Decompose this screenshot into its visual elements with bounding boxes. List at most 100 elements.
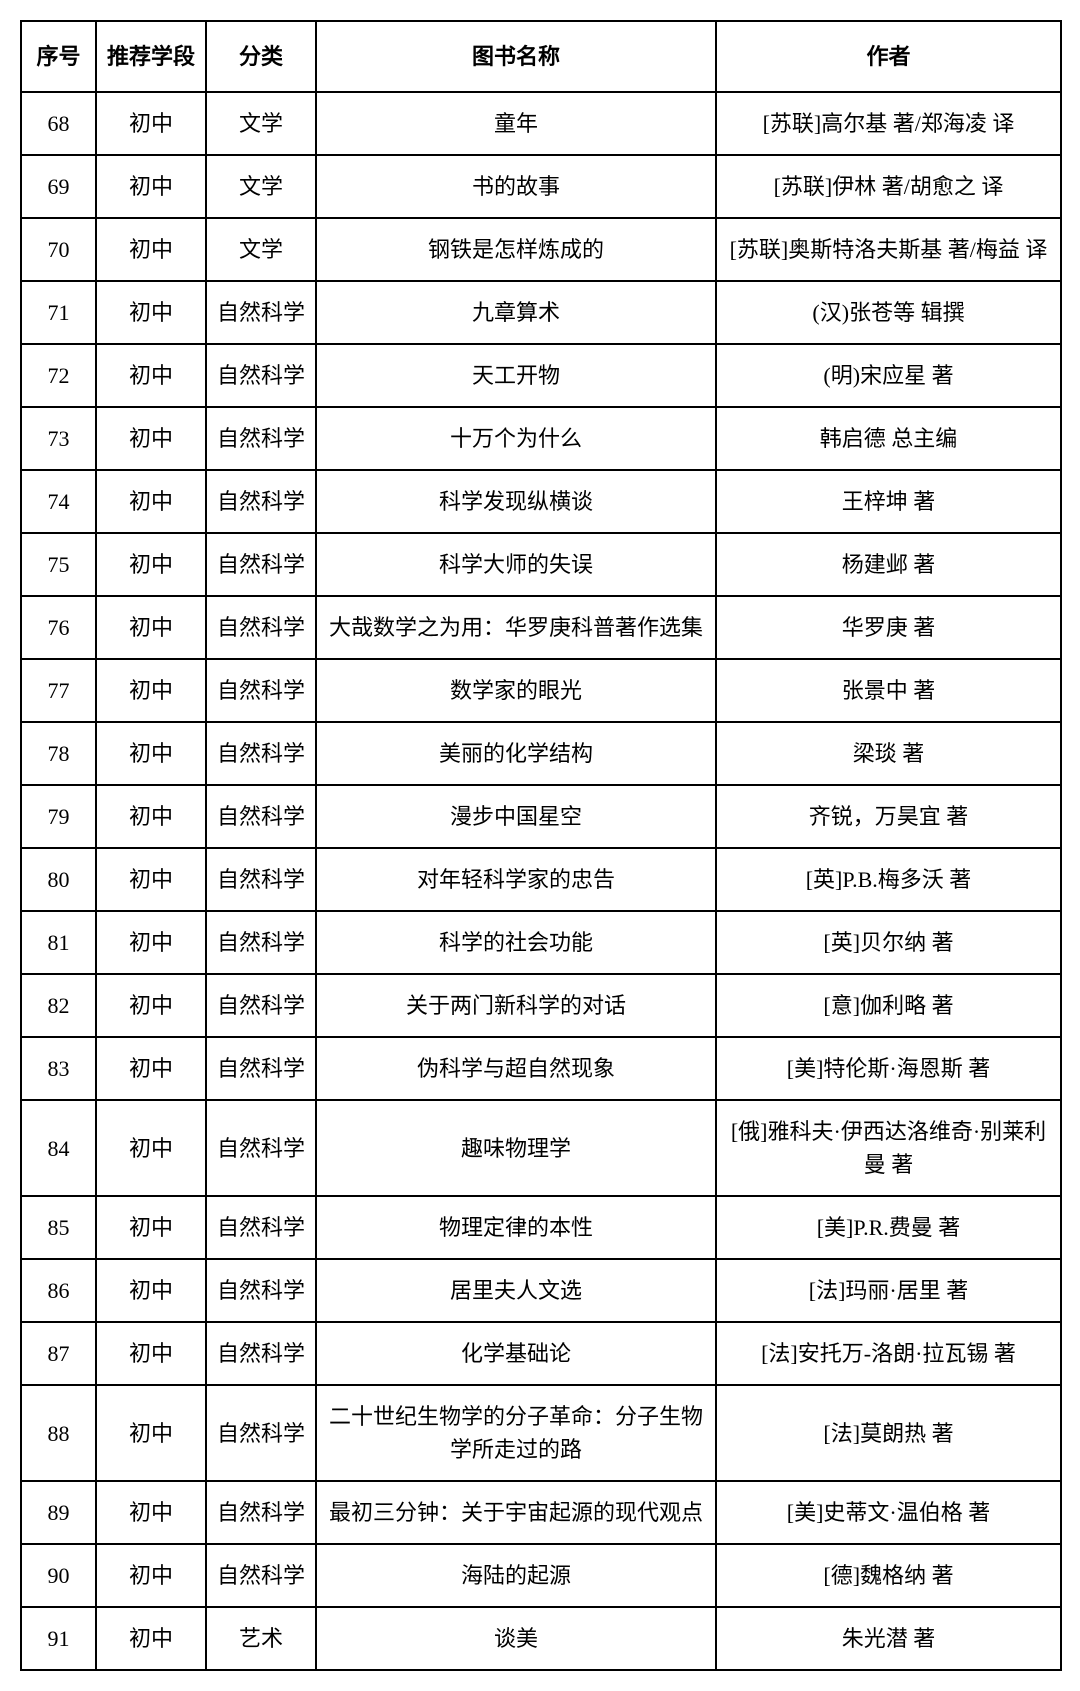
cell-title: 大哉数学之为用：华罗庚科普著作选集	[316, 596, 716, 659]
cell-stage: 初中	[96, 1259, 206, 1322]
cell-title: 科学的社会功能	[316, 911, 716, 974]
cell-category: 自然科学	[206, 785, 316, 848]
cell-seq: 80	[21, 848, 96, 911]
cell-seq: 73	[21, 407, 96, 470]
cell-seq: 75	[21, 533, 96, 596]
table-row: 71初中自然科学九章算术(汉)张苍等 辑撰	[21, 281, 1061, 344]
cell-title: 童年	[316, 92, 716, 155]
cell-author: [美]史蒂文·温伯格 著	[716, 1481, 1061, 1544]
cell-title: 数学家的眼光	[316, 659, 716, 722]
cell-author: [俄]雅科夫·伊西达洛维奇·别莱利曼 著	[716, 1100, 1061, 1196]
cell-category: 自然科学	[206, 1100, 316, 1196]
table-row: 77初中自然科学数学家的眼光张景中 著	[21, 659, 1061, 722]
cell-stage: 初中	[96, 1385, 206, 1481]
table-row: 82初中自然科学关于两门新科学的对话[意]伽利略 著	[21, 974, 1061, 1037]
table-row: 84初中自然科学趣味物理学[俄]雅科夫·伊西达洛维奇·别莱利曼 著	[21, 1100, 1061, 1196]
table-row: 76初中自然科学大哉数学之为用：华罗庚科普著作选集华罗庚 著	[21, 596, 1061, 659]
cell-author: [德]魏格纳 著	[716, 1544, 1061, 1607]
cell-category: 自然科学	[206, 470, 316, 533]
cell-seq: 69	[21, 155, 96, 218]
cell-author: [法]安托万-洛朗·拉瓦锡 著	[716, 1322, 1061, 1385]
cell-category: 自然科学	[206, 659, 316, 722]
cell-title: 关于两门新科学的对话	[316, 974, 716, 1037]
cell-seq: 90	[21, 1544, 96, 1607]
cell-stage: 初中	[96, 785, 206, 848]
cell-title: 对年轻科学家的忠告	[316, 848, 716, 911]
cell-author: 梁琰 著	[716, 722, 1061, 785]
cell-author: 朱光潜 著	[716, 1607, 1061, 1670]
cell-author: 杨建邺 著	[716, 533, 1061, 596]
cell-author: 王梓坤 著	[716, 470, 1061, 533]
cell-category: 自然科学	[206, 533, 316, 596]
table-row: 78初中自然科学美丽的化学结构梁琰 著	[21, 722, 1061, 785]
cell-title: 二十世纪生物学的分子革命：分子生物学所走过的路	[316, 1385, 716, 1481]
cell-stage: 初中	[96, 533, 206, 596]
cell-author: [意]伽利略 著	[716, 974, 1061, 1037]
cell-title: 十万个为什么	[316, 407, 716, 470]
cell-title: 海陆的起源	[316, 1544, 716, 1607]
cell-seq: 79	[21, 785, 96, 848]
cell-title: 物理定律的本性	[316, 1196, 716, 1259]
table-row: 73初中自然科学十万个为什么韩启德 总主编	[21, 407, 1061, 470]
cell-seq: 76	[21, 596, 96, 659]
column-header-stage: 推荐学段	[96, 21, 206, 92]
cell-seq: 77	[21, 659, 96, 722]
cell-seq: 74	[21, 470, 96, 533]
cell-stage: 初中	[96, 218, 206, 281]
cell-category: 自然科学	[206, 407, 316, 470]
cell-category: 自然科学	[206, 1037, 316, 1100]
cell-title: 钢铁是怎样炼成的	[316, 218, 716, 281]
table-row: 90初中自然科学海陆的起源[德]魏格纳 著	[21, 1544, 1061, 1607]
cell-author: [美]特伦斯·海恩斯 著	[716, 1037, 1061, 1100]
table-row: 69初中文学书的故事[苏联]伊林 著/胡愈之 译	[21, 155, 1061, 218]
cell-author: 韩启德 总主编	[716, 407, 1061, 470]
cell-seq: 71	[21, 281, 96, 344]
table-row: 75初中自然科学科学大师的失误杨建邺 著	[21, 533, 1061, 596]
cell-seq: 91	[21, 1607, 96, 1670]
cell-author: [美]P.R.费曼 著	[716, 1196, 1061, 1259]
cell-seq: 87	[21, 1322, 96, 1385]
cell-category: 自然科学	[206, 974, 316, 1037]
table-row: 81初中自然科学科学的社会功能[英]贝尔纳 著	[21, 911, 1061, 974]
cell-title: 书的故事	[316, 155, 716, 218]
cell-seq: 72	[21, 344, 96, 407]
cell-category: 自然科学	[206, 344, 316, 407]
cell-category: 自然科学	[206, 848, 316, 911]
cell-title: 谈美	[316, 1607, 716, 1670]
table-row: 79初中自然科学漫步中国星空齐锐，万昊宜 著	[21, 785, 1061, 848]
cell-author: [法]莫朗热 著	[716, 1385, 1061, 1481]
cell-stage: 初中	[96, 596, 206, 659]
cell-stage: 初中	[96, 1544, 206, 1607]
column-header-seq: 序号	[21, 21, 96, 92]
cell-category: 自然科学	[206, 1544, 316, 1607]
table-row: 85初中自然科学物理定律的本性[美]P.R.费曼 著	[21, 1196, 1061, 1259]
cell-stage: 初中	[96, 407, 206, 470]
table-row: 83初中自然科学伪科学与超自然现象[美]特伦斯·海恩斯 著	[21, 1037, 1061, 1100]
cell-title: 天工开物	[316, 344, 716, 407]
table-row: 89初中自然科学最初三分钟：关于宇宙起源的现代观点[美]史蒂文·温伯格 著	[21, 1481, 1061, 1544]
cell-seq: 78	[21, 722, 96, 785]
cell-title: 九章算术	[316, 281, 716, 344]
cell-stage: 初中	[96, 1322, 206, 1385]
cell-title: 趣味物理学	[316, 1100, 716, 1196]
table-row: 80初中自然科学对年轻科学家的忠告[英]P.B.梅多沃 著	[21, 848, 1061, 911]
cell-seq: 81	[21, 911, 96, 974]
cell-title: 科学大师的失误	[316, 533, 716, 596]
cell-seq: 86	[21, 1259, 96, 1322]
column-header-category: 分类	[206, 21, 316, 92]
cell-author: [苏联]奥斯特洛夫斯基 著/梅益 译	[716, 218, 1061, 281]
table-row: 86初中自然科学居里夫人文选[法]玛丽·居里 著	[21, 1259, 1061, 1322]
table-row: 74初中自然科学科学发现纵横谈王梓坤 著	[21, 470, 1061, 533]
cell-author: [苏联]高尔基 著/郑海凌 译	[716, 92, 1061, 155]
cell-author: [法]玛丽·居里 著	[716, 1259, 1061, 1322]
cell-category: 自然科学	[206, 1259, 316, 1322]
table-row: 91初中艺术谈美朱光潜 著	[21, 1607, 1061, 1670]
cell-author: [苏联]伊林 著/胡愈之 译	[716, 155, 1061, 218]
table-row: 87初中自然科学化学基础论[法]安托万-洛朗·拉瓦锡 著	[21, 1322, 1061, 1385]
cell-stage: 初中	[96, 155, 206, 218]
cell-stage: 初中	[96, 848, 206, 911]
cell-stage: 初中	[96, 1196, 206, 1259]
cell-category: 自然科学	[206, 911, 316, 974]
cell-seq: 89	[21, 1481, 96, 1544]
cell-title: 化学基础论	[316, 1322, 716, 1385]
